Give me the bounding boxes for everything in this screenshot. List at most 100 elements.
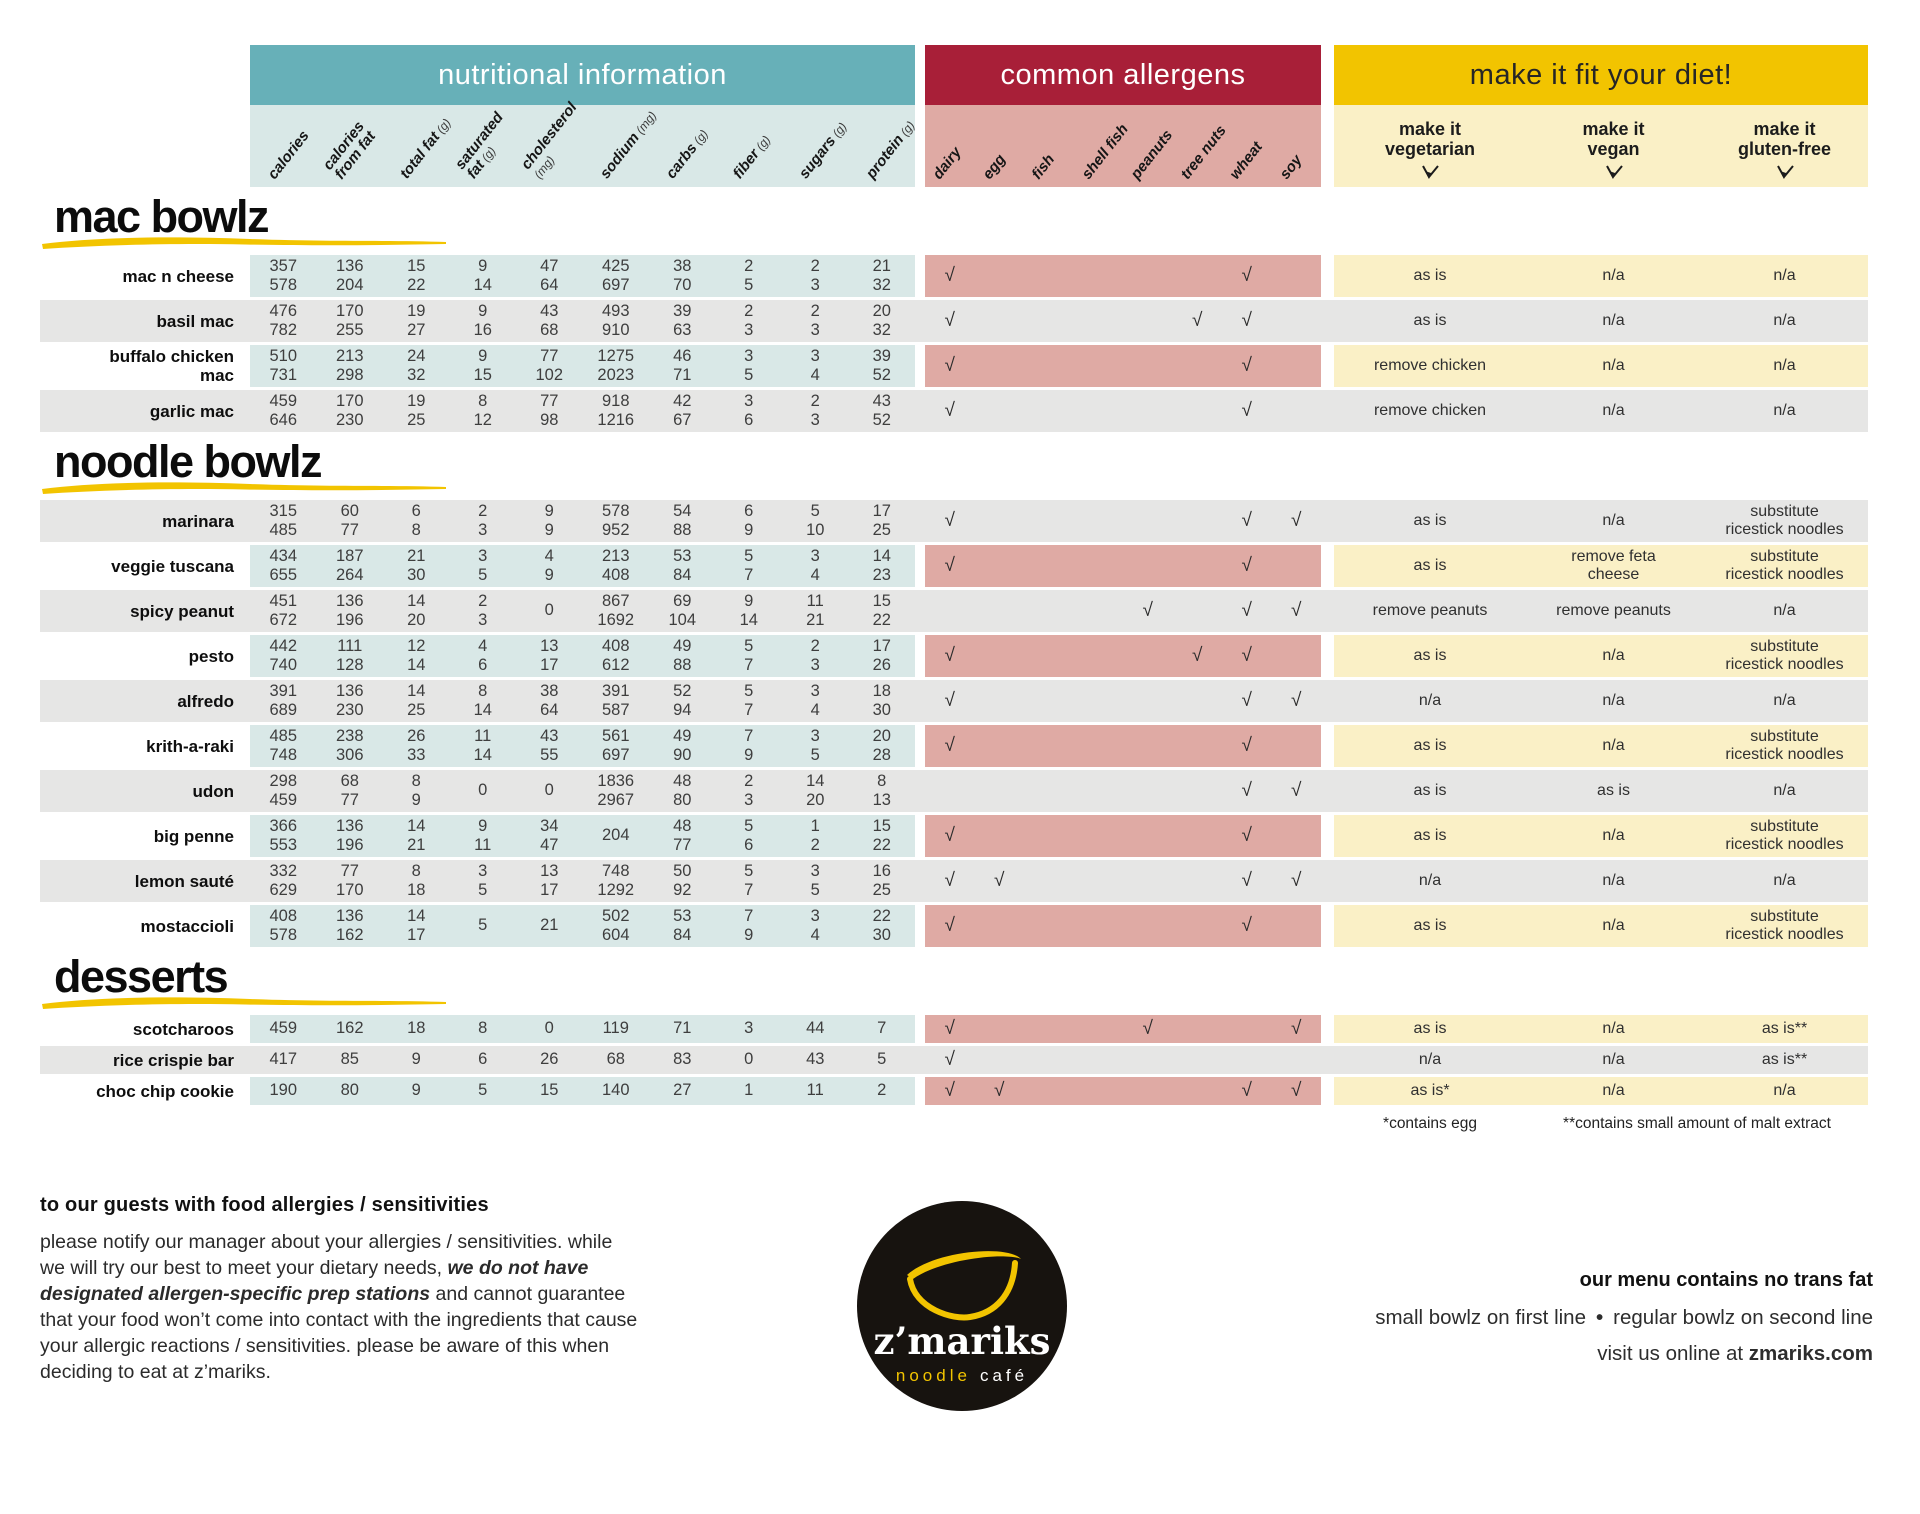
allergen-check-cell	[974, 345, 1024, 387]
nutrition-value-cell: 9 11	[449, 815, 516, 857]
nutrition-value-cell: 18 30	[848, 680, 915, 722]
nutrition-value-cell: 213 408	[582, 545, 649, 587]
nutrition-value-cell: 16 25	[848, 860, 915, 902]
nutrition-value-cell: 43	[782, 1046, 849, 1074]
section-gutter	[915, 725, 925, 767]
column-unit: (mg)	[531, 153, 558, 182]
diet-option-cell: n/a	[1334, 680, 1526, 722]
allergen-check-cell: √	[1222, 680, 1272, 722]
allergen-check-cell	[974, 500, 1024, 542]
nutrition-column-label: fiber (g)	[729, 132, 773, 182]
section-gutter	[915, 590, 925, 632]
nutrition-value-cell: 48 80	[649, 770, 716, 812]
nutrition-value-cell: 83	[649, 1046, 716, 1074]
allergen-check-cell	[925, 590, 975, 632]
section-gutter	[1321, 860, 1334, 902]
allergen-check-cell	[1024, 345, 1074, 387]
allergen-check-cell	[1172, 345, 1222, 387]
allergen-check-cell	[1024, 635, 1074, 677]
diet-option-cell: n/a	[1526, 500, 1701, 542]
website-note: visit us online at zmariks.com	[1597, 1342, 1873, 1365]
nutrition-value-cell: 0	[516, 590, 583, 632]
diet-option-cell: n/a	[1701, 680, 1868, 722]
brush-underline	[42, 482, 446, 494]
nutrition-column-label: calories from fat	[319, 118, 379, 183]
allergy-heading: to our guests with food allergies / sens…	[40, 1194, 489, 1216]
allergen-check-cell: √	[925, 1077, 975, 1105]
allergen-check-cell: √	[1222, 725, 1272, 767]
allergen-check-cell	[974, 590, 1024, 632]
nutrition-value-cell: 14 21	[383, 815, 450, 857]
allergen-check-cell	[1222, 1015, 1272, 1043]
diet-column-header: make it vegetarian	[1334, 105, 1526, 187]
footnote-row: *contains egg **contains small amount of…	[40, 1109, 1920, 1139]
allergen-check-cell	[1024, 500, 1074, 542]
nutrition-value-cell: 5	[449, 1077, 516, 1105]
item-name-label: garlic mac	[40, 390, 250, 432]
allergen-check-cell: √	[974, 860, 1024, 902]
allergen-check-cell: √	[925, 500, 975, 542]
nutrition-value-cell: 391 689	[250, 680, 317, 722]
nutrition-value-cell: 510 731	[250, 345, 317, 387]
nutrition-value-cell: 43 52	[848, 390, 915, 432]
nutrition-value-cell: 867 1692	[582, 590, 649, 632]
nutrition-value-cell: 49 90	[649, 725, 716, 767]
allergen-check-cell	[1222, 1046, 1272, 1074]
nutrition-value-cell: 14 20	[782, 770, 849, 812]
nutrition-value-cell: 9 15	[449, 345, 516, 387]
nutrition-header: nutritional information	[250, 45, 915, 105]
logo-subtitle-cafe: café	[980, 1366, 1028, 1385]
diet-option-cell: as is*	[1334, 1077, 1526, 1105]
allergen-check-cell	[1024, 1077, 1074, 1105]
section-gutter	[1321, 725, 1334, 767]
diet-option-cell: n/a	[1701, 770, 1868, 812]
allergen-check-cell	[1073, 1077, 1123, 1105]
diet-option-cell: as is	[1334, 1015, 1526, 1043]
nutrition-value-cell: 425 697	[582, 255, 649, 297]
allergen-check-cell: √	[925, 1015, 975, 1043]
allergen-check-cell: √	[1271, 860, 1321, 902]
nutrition-value-cell: 15 22	[383, 255, 450, 297]
nutrition-value-cell: 434 655	[250, 545, 317, 587]
diet-option-cell: n/a	[1526, 1015, 1701, 1043]
nutrition-value-cell: 140	[582, 1077, 649, 1105]
allergen-check-cell	[1172, 255, 1222, 297]
diet-option-cell: n/a	[1701, 860, 1868, 902]
section-gutter	[915, 1015, 925, 1043]
allergen-check-cell	[1073, 300, 1123, 342]
diet-option-cell: n/a	[1526, 1046, 1701, 1074]
diet-option-cell: n/a	[1526, 680, 1701, 722]
item-name-label: marinara	[40, 500, 250, 542]
footer: to our guests with food allergies / sens…	[0, 1194, 1920, 1514]
nutrition-value-cell: 459 646	[250, 390, 317, 432]
nutrition-value-cell: 136 230	[316, 680, 383, 722]
allergen-check-cell	[1123, 725, 1173, 767]
menu-table: nutritional information common allergens…	[40, 45, 1920, 1139]
nutrition-value-cell: 48 77	[649, 815, 716, 857]
nutrition-value-cell: 6	[449, 1046, 516, 1074]
allergen-check-cell: √	[1222, 860, 1272, 902]
allergen-check-cell	[1073, 725, 1123, 767]
menu-item-row: alfredo 391 689 136 230 14 25 8 14 38 64 391 587 52 94…	[40, 680, 1920, 722]
diet-option-cell: remove peanuts	[1526, 590, 1701, 632]
brush-underline	[42, 997, 446, 1009]
allergen-check-cell	[1073, 390, 1123, 432]
diet-option-cell: n/a	[1701, 590, 1868, 632]
nutrition-value-cell: 24 32	[383, 345, 450, 387]
diet-option-cell: as is**	[1701, 1015, 1868, 1043]
allergen-check-cell	[925, 770, 975, 812]
nutrition-value-cell: 38 64	[516, 680, 583, 722]
diet-option-cell: n/a	[1526, 255, 1701, 297]
allergen-check-cell	[1073, 680, 1123, 722]
item-name-label: mac n cheese	[40, 255, 250, 297]
nutrition-value-cell: 8 18	[383, 860, 450, 902]
